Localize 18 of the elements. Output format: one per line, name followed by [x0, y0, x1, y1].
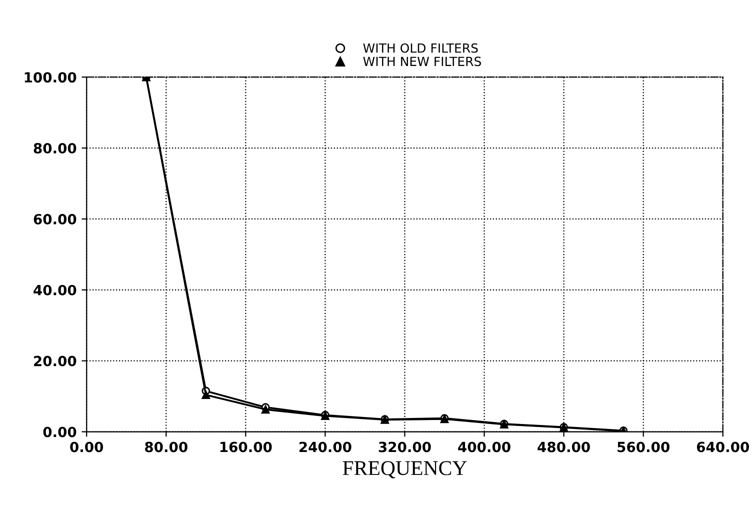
y-tick-label: 80.00: [34, 143, 76, 154]
y-tick-label: 60.00: [34, 214, 76, 224]
y-tick-label: 20.00: [34, 356, 76, 366]
x-tick-label: 560.00: [618, 442, 670, 452]
x-tick-label: 240.00: [300, 442, 352, 452]
x-tick-label: 320.00: [378, 442, 431, 452]
x-tick-label: 80.00: [145, 442, 188, 452]
x-tick-label: 0.00: [70, 442, 104, 452]
x-tick-label: 160.00: [220, 442, 272, 452]
y-tick-label: 100.00: [24, 72, 76, 83]
y-tick-label: 40.00: [34, 284, 76, 296]
legend-label: WITH NEW FILTERS: [363, 56, 481, 66]
x-tick-label: 400.00: [458, 442, 510, 452]
y-tick-label: 0.00: [43, 426, 76, 438]
x-tick-label: 640.00: [696, 442, 750, 452]
x-axis-title: FREQUENCY: [342, 461, 467, 478]
x-tick-label: 480.00: [538, 442, 590, 452]
legend-label: WITH OLD FILTERS: [363, 43, 478, 53]
